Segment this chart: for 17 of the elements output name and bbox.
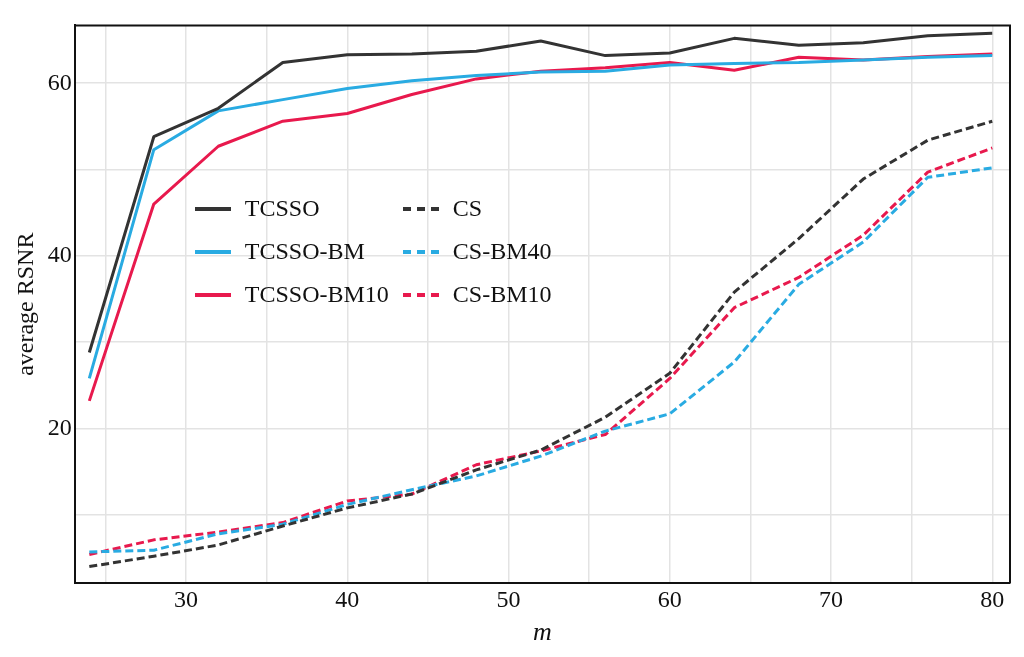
y-tick-label: 40 [47,241,72,268]
legend-label: TCSSO-BM10 [244,281,389,309]
y-axis-title: average RSNR [11,232,38,376]
x-tick-label: 50 [496,585,521,612]
y-tick-label: 60 [47,68,72,95]
legend-label: CS-BM40 [452,238,552,266]
legend-label: TCSSO [244,195,320,223]
x-tick-label: 30 [174,585,199,612]
x-tick-label: 60 [657,585,682,612]
legend-label: CS-BM10 [452,281,552,309]
x-tick-label: 70 [819,585,844,612]
y-tick-label: 20 [47,413,72,440]
x-tick-label: 80 [980,585,1005,612]
x-tick-label: 40 [335,585,360,612]
legend-label: TCSSO-BM [244,238,365,266]
x-axis-title: m [533,617,552,647]
legend-label: CS [452,195,483,223]
